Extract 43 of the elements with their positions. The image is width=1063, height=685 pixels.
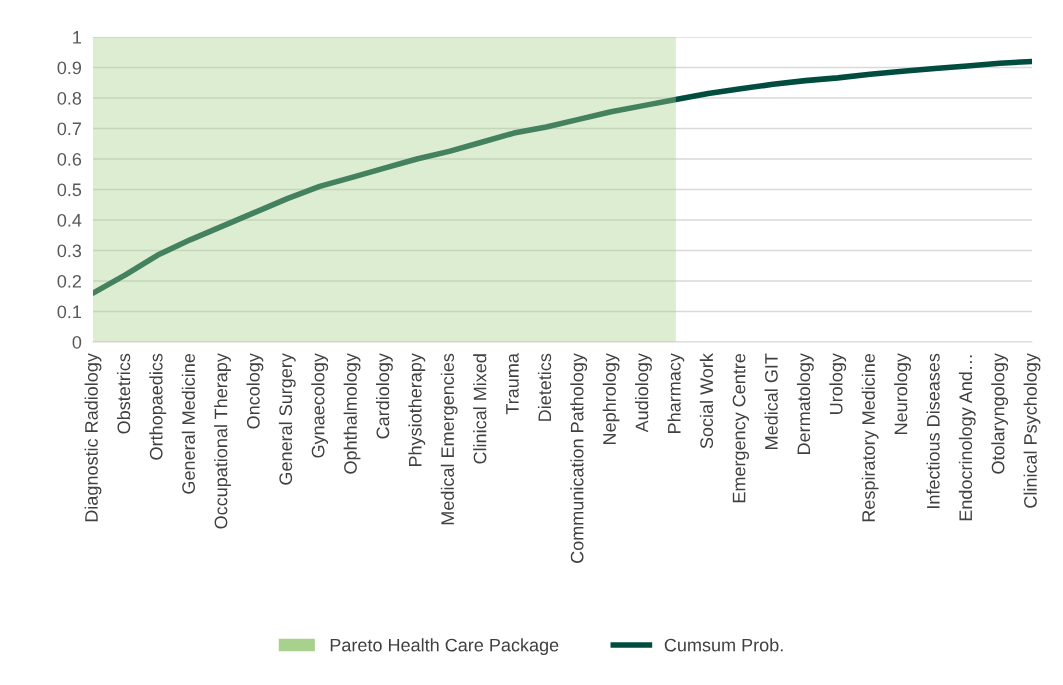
- x-tick-label: Cardiology: [376, 353, 393, 439]
- y-tick-label: 0.4: [57, 213, 82, 227]
- x-tick-label: Clinical Psychology: [1023, 353, 1041, 508]
- x-tick-label: Occupational Therapy: [214, 353, 231, 529]
- y-tick-label: 0.2: [57, 274, 81, 288]
- x-tick-label: Emergency Centre: [732, 353, 749, 503]
- x-tick-label: Infectious Diseases: [926, 353, 940, 508]
- x-tick-label: Clinical Mixed: [473, 354, 487, 464]
- x-tick-label: Trauma: [506, 353, 519, 415]
- x-tick-label: Neurology: [894, 353, 911, 434]
- x-tick-label: Dermatology: [796, 353, 814, 454]
- x-tick-label: Obstetrics: [116, 353, 131, 434]
- y-tick-label: 0.7: [57, 122, 81, 136]
- x-tick-label: Ophthalmology: [343, 353, 361, 474]
- legend-label: Pareto Health Care Package: [330, 638, 559, 656]
- x-tick-label: Nephrology: [602, 353, 620, 444]
- x-tick-label: General Surgery: [278, 353, 296, 485]
- x-tick-label: General Medicine: [181, 353, 195, 494]
- x-tick-label: Diagnostic Radiology: [84, 353, 102, 522]
- x-tick-label: Urology: [829, 353, 847, 414]
- x-tick-label: Orthopaedics: [149, 353, 167, 460]
- x-tick-label: Endocrinology And…: [958, 355, 976, 521]
- y-tick-label: 1: [73, 31, 82, 44]
- x-tick-label: Communication Pathology: [570, 353, 588, 563]
- x-tick-label: Social Work: [699, 353, 714, 449]
- legend-label: Cumsum Prob.: [664, 638, 783, 652]
- x-tick-label: Gynaecology: [311, 353, 329, 458]
- x-tick-label: Medical Emergencies: [440, 353, 458, 525]
- y-tick-label: 0: [72, 335, 82, 349]
- y-tick-label: 0.9: [57, 61, 82, 75]
- y-tick-label: 0.6: [57, 152, 82, 166]
- x-tick-label: Pharmacy: [667, 353, 685, 433]
- y-tick-label: 0.1: [57, 305, 82, 319]
- x-tick-label: Audiology: [635, 353, 652, 433]
- x-tick-label: Physiotherapy: [408, 353, 426, 467]
- y-tick-label: 0.5: [57, 183, 82, 197]
- x-tick-label: Oncology: [246, 353, 264, 429]
- y-tick-label: 0.3: [57, 244, 82, 258]
- x-tick-label: Respiratory Medicine: [861, 353, 879, 522]
- x-tick-label: Medical GIT: [764, 353, 778, 449]
- y-tick-label: 0.8: [57, 91, 82, 105]
- x-tick-label: Dietetics: [537, 353, 552, 421]
- x-tick-label: Otolaryngology: [991, 353, 1009, 474]
